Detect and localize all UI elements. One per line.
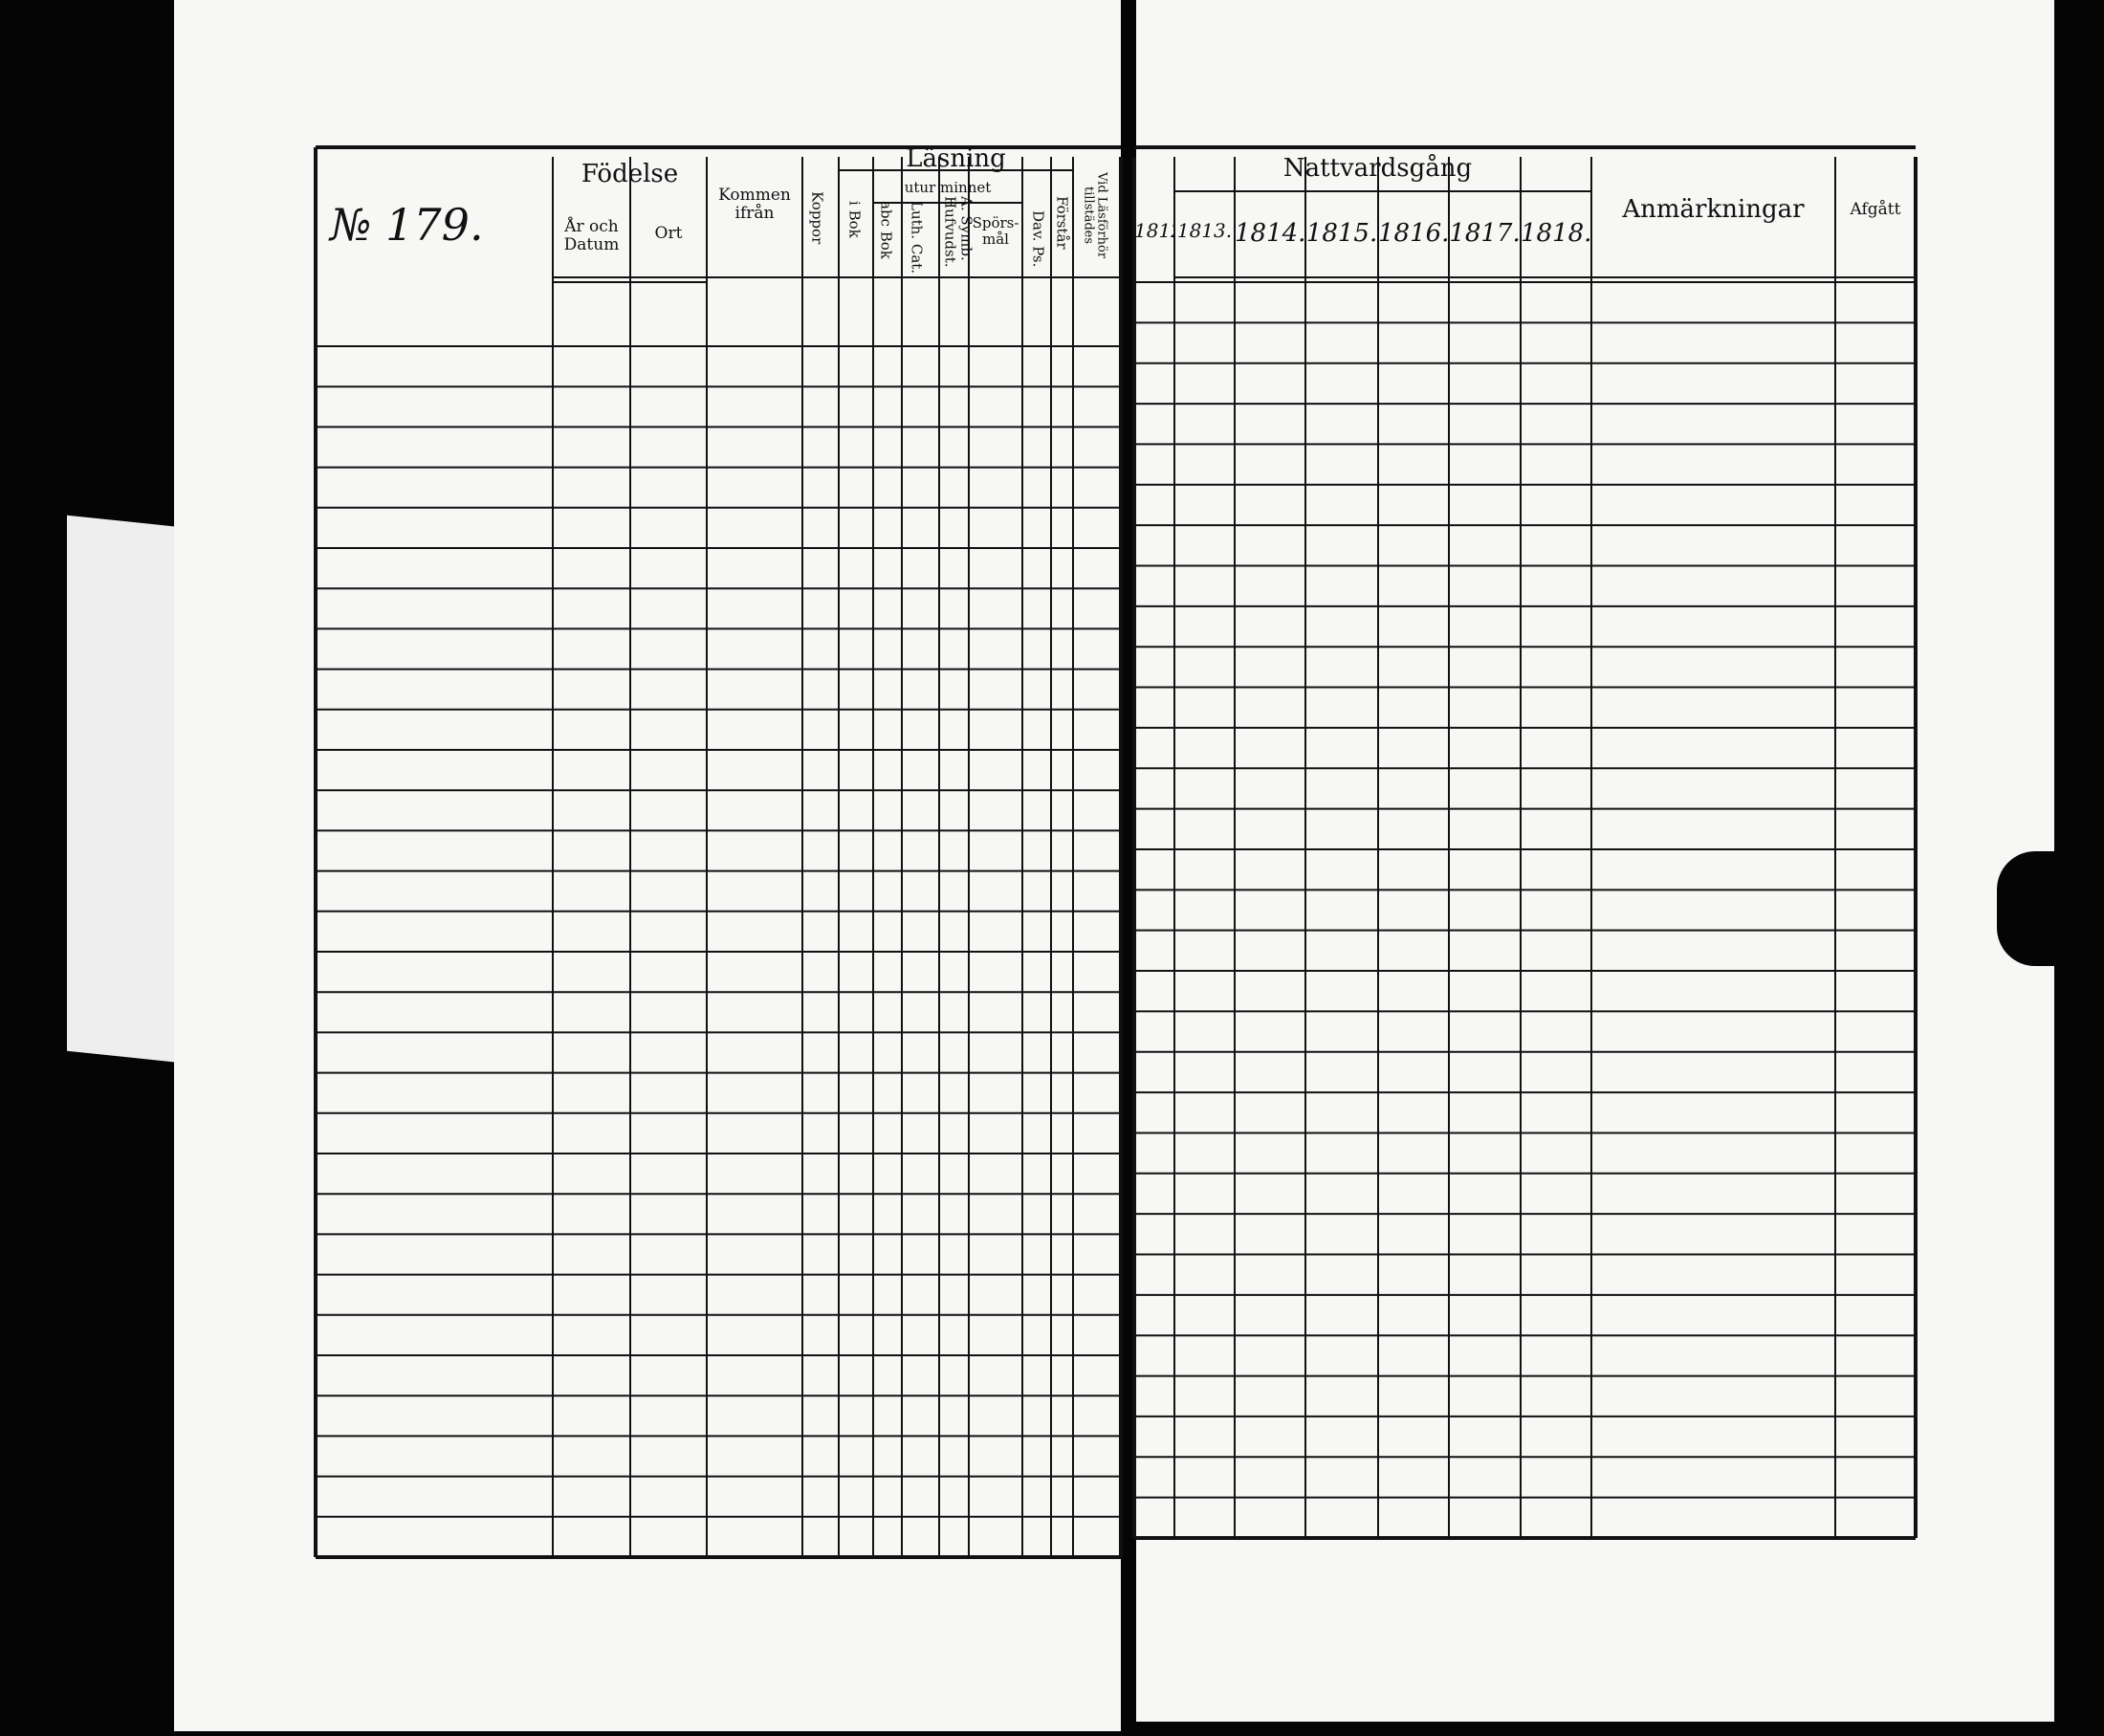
header-sporsmal: Spörs-mål	[972, 214, 1019, 248]
header-anmarkningar: Anmärkningar	[1622, 195, 1805, 224]
header-year: 1812.	[1134, 220, 1174, 241]
left-page	[174, 0, 1121, 1731]
page-clip	[1997, 851, 2104, 966]
header-vid-lasforhor: Vid Läsförhör tillstädes	[1081, 171, 1109, 259]
header-year: 1813.	[1176, 220, 1233, 241]
header-nattvardsgang: Nattvardsgång	[1282, 154, 1473, 183]
header-year: 1816.	[1378, 220, 1449, 248]
header-utur-minnet: utur minnet	[904, 179, 992, 196]
header-afgatt: Afgått	[1850, 200, 1901, 219]
header-fodelse: Födelse	[581, 160, 679, 188]
header-ar-och-datum: År och Datum	[563, 217, 620, 254]
header-i-bok: i Bok	[845, 201, 864, 238]
header-year: 1818.	[1521, 220, 1591, 248]
header-year: 1814.	[1235, 220, 1305, 248]
header-dav-ps: Dav. Ps.	[1029, 210, 1047, 268]
header-hufvudst: Hufvudst.	[941, 196, 959, 268]
header-koppor: Koppor	[808, 191, 826, 245]
header-year: 1815.	[1305, 220, 1378, 248]
header-abc-bok: abc Bok	[877, 201, 895, 259]
header-year: 1817.	[1449, 220, 1521, 248]
header-luth-cat: Luth. Cat.	[908, 201, 926, 275]
header-forstar: Förstår	[1053, 196, 1071, 250]
header-ort: Ort	[654, 224, 683, 243]
register-number: № 179.	[330, 199, 484, 251]
right-page	[1136, 0, 2054, 1722]
header-lasning: Läsning	[906, 144, 1006, 173]
header-kommen-ifran: Kommen ifrån	[718, 186, 791, 223]
header-a-symb: A. Symb.	[957, 196, 975, 261]
